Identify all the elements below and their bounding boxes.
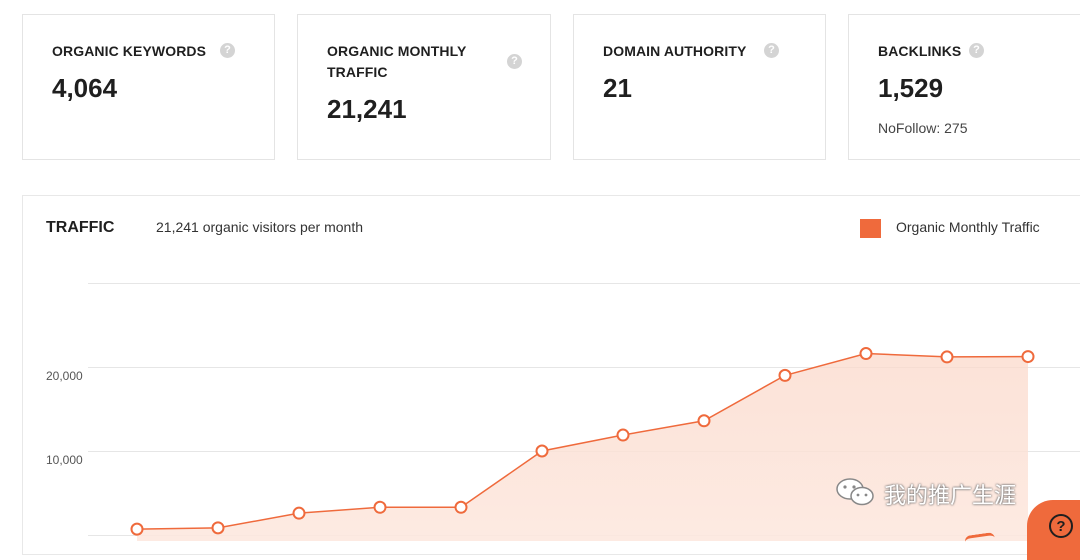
help-icon[interactable]: ?: [220, 43, 235, 58]
legend-swatch[interactable]: [860, 219, 881, 238]
data-point[interactable]: [130, 522, 144, 536]
help-icon[interactable]: ?: [507, 54, 522, 69]
data-point[interactable]: [1021, 350, 1035, 364]
data-point[interactable]: [211, 521, 225, 535]
metric-value: 1,529: [878, 73, 944, 103]
metric-title: ORGANIC MONTHLY TRAFFIC: [327, 43, 467, 80]
metric-card-domain-authority: DOMAIN AUTHORITY ? 21: [573, 14, 826, 160]
help-icon[interactable]: ?: [764, 43, 779, 58]
data-point[interactable]: [373, 500, 387, 514]
data-point[interactable]: [535, 444, 549, 458]
metric-card-backlinks: BACKLINKS ? 1,529 NoFollow: 275: [848, 14, 1080, 160]
metric-value: 4,064: [52, 73, 118, 103]
data-point[interactable]: [292, 506, 306, 520]
metric-title: BACKLINKS: [878, 43, 962, 59]
traffic-chart: 10,000 20,000: [46, 283, 1080, 541]
traffic-subtitle: 21,241 organic visitors per month: [156, 219, 363, 235]
metric-value: 21,241: [327, 94, 407, 124]
metric-card-organic-monthly-traffic: ORGANIC MONTHLY TRAFFIC ? 21,241: [297, 14, 551, 160]
traffic-points: [130, 347, 1035, 536]
legend-label[interactable]: Organic Monthly Traffic: [896, 219, 1040, 235]
wechat-icon: [836, 478, 874, 506]
metric-card-organic-keywords: ORGANIC KEYWORDS ? 4,064: [22, 14, 275, 160]
metric-title: DOMAIN AUTHORITY: [603, 43, 747, 59]
data-point[interactable]: [697, 414, 711, 428]
help-icon[interactable]: ?: [969, 43, 984, 58]
traffic-line: [136, 352, 1029, 530]
watermark-text: 我的推广生涯: [884, 484, 1017, 509]
data-point[interactable]: [859, 347, 873, 361]
data-point[interactable]: [778, 368, 792, 382]
y-tick-label: 10,000: [46, 453, 83, 467]
y-tick-label: 20,000: [46, 369, 83, 383]
traffic-area: [137, 353, 1028, 541]
y-axis-ticks: 10,000 20,000: [46, 369, 83, 467]
data-point[interactable]: [940, 350, 954, 364]
metric-value: 21: [603, 73, 632, 103]
nofollow-count: NoFollow: 275: [878, 120, 968, 136]
metric-title: ORGANIC KEYWORDS: [52, 43, 207, 59]
help-circle-icon[interactable]: ?: [1049, 514, 1073, 538]
data-point[interactable]: [616, 428, 630, 442]
data-point[interactable]: [454, 500, 468, 514]
traffic-title: TRAFFIC: [46, 219, 115, 236]
